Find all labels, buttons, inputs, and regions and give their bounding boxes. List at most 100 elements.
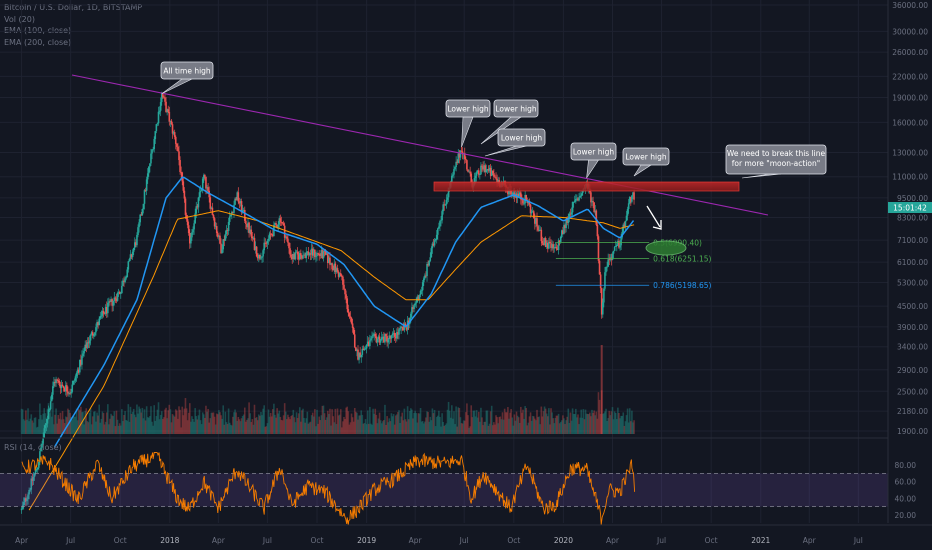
candle-body [178,151,180,161]
volume-bar [375,414,378,434]
candle-body [590,192,592,203]
candle-body [355,347,357,352]
volume-bar [158,419,161,434]
candle-body [531,211,534,213]
time-tick-label: Oct [705,536,718,545]
candle-body [210,207,213,209]
volume-bar [296,417,299,434]
volume-bar [489,411,492,434]
volume-bar [384,404,386,434]
candle-body [601,302,604,315]
volume-bar [343,416,345,434]
candle-body [316,253,318,257]
candle-body [133,242,136,248]
volume-bar [278,410,281,434]
candle-body [632,192,634,196]
volume-bar [565,420,567,434]
candle-body [317,253,319,254]
volume-bar [97,415,99,434]
candle-body [325,253,328,255]
candle-body [179,160,181,173]
volume-bar [49,406,52,434]
candle-body [56,379,58,381]
legend-ema200[interactable]: EMA (200, close) [4,37,72,47]
price-tick-label: 22000.00 [892,72,928,81]
candle-body [80,359,82,365]
volume-bar [541,416,544,434]
candle-body [315,256,317,258]
volume-bar [131,411,134,434]
candle-body [360,354,363,358]
candle-body [209,197,212,209]
callout-pointer [461,116,474,148]
fib-level-label: 0.786(5198.65) [653,281,711,290]
candle-body [155,124,158,132]
volume-bar [259,415,261,434]
legend-vol[interactable]: Vol (20) [4,14,35,24]
volume-bar [269,412,272,434]
candle-body [49,401,52,410]
candle-body [215,226,218,234]
candle-body [91,332,94,336]
candle-body [103,313,106,315]
candle-body [392,333,395,334]
volume-bar [473,410,476,434]
volume-bar [180,427,182,434]
volume-bar [406,406,409,434]
candle-body [530,211,533,214]
candle-body [567,217,570,223]
volume-bar [61,411,64,434]
candle-body [451,175,453,182]
candle-body [207,187,209,191]
candle-body [129,254,132,259]
candle-body [352,327,355,335]
candle-body [205,176,207,189]
volume-bar [628,408,631,434]
candle-body [346,298,349,310]
volume-bar [333,422,336,434]
candle-body [240,201,243,213]
volume-bar [257,414,260,434]
candle-body [555,247,558,249]
volume-bar [335,424,338,434]
volume-bar [353,408,356,434]
volume-bar [427,412,429,434]
candle-body [219,235,221,244]
candle-body [151,149,153,154]
volume-bar [128,421,131,434]
candle-body [203,175,205,179]
volume-bar [383,419,385,434]
candle-body [100,315,103,317]
candle-body [221,249,223,254]
candle-body [259,254,261,259]
legend-ema100[interactable]: EMA (100, close) [4,26,72,35]
volume-bar [620,415,622,434]
candle-body [557,240,560,251]
volume-bar [528,416,531,434]
volume-bar [265,426,268,434]
candle-body [85,344,88,348]
volume-bar [456,426,459,434]
volume-bar [404,419,407,434]
legend-symbol[interactable]: Bitcoin / U.S. Dollar, 1D, BITSTAMP [4,3,143,12]
candle-body [548,241,550,249]
candle-body [245,220,247,224]
volume-bar [219,412,221,434]
candle-body [473,178,476,185]
volume-bar [237,416,240,434]
candle-body [470,173,473,183]
candle-body [596,224,599,237]
volume-bar [263,405,265,434]
candle-body [357,349,359,360]
candle-body [159,102,162,111]
volume-bar [159,414,162,434]
volume-bar [325,417,328,434]
candle-body [580,195,583,197]
rsi-band [0,473,888,507]
volume-bar [351,417,354,434]
candle-body [483,165,485,170]
volume-bar [504,412,507,434]
callout-text: We need to break this line [727,149,826,158]
candle-body [396,332,398,339]
